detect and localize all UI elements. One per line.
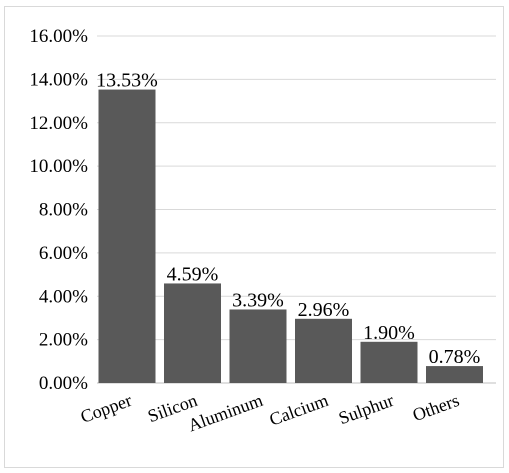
y-tick-label: 10.00% [29, 156, 88, 177]
chart-frame [4, 6, 504, 468]
bar [98, 89, 156, 384]
bar [229, 309, 287, 383]
y-tick-label: 8.00% [39, 200, 88, 221]
x-tick-label: Others [410, 390, 462, 425]
bar [295, 318, 352, 383]
x-tick-label: Aluminum [185, 390, 265, 435]
x-tick-label: Copper [78, 390, 135, 427]
y-tick-label: 16.00% [29, 26, 88, 47]
data-label: 2.96% [298, 299, 350, 321]
data-label: 3.39% [232, 289, 284, 311]
y-tick-label: 6.00% [39, 243, 88, 264]
data-label: 4.59% [167, 263, 219, 285]
bar [164, 283, 221, 383]
x-tick-label: Calcium [267, 390, 331, 430]
data-label: 1.90% [363, 322, 415, 344]
y-tick-label: 12.00% [29, 113, 88, 134]
y-tick-label: 2.00% [39, 330, 88, 351]
data-label: 13.53% [96, 70, 158, 92]
x-tick-label: Sulphur [336, 390, 396, 428]
y-tick-label: 14.00% [29, 69, 88, 90]
bar [360, 341, 418, 383]
data-label: 0.78% [429, 346, 481, 368]
bar [426, 366, 483, 383]
y-tick-label: 4.00% [39, 286, 88, 307]
y-tick-label: 0.00% [39, 373, 88, 394]
